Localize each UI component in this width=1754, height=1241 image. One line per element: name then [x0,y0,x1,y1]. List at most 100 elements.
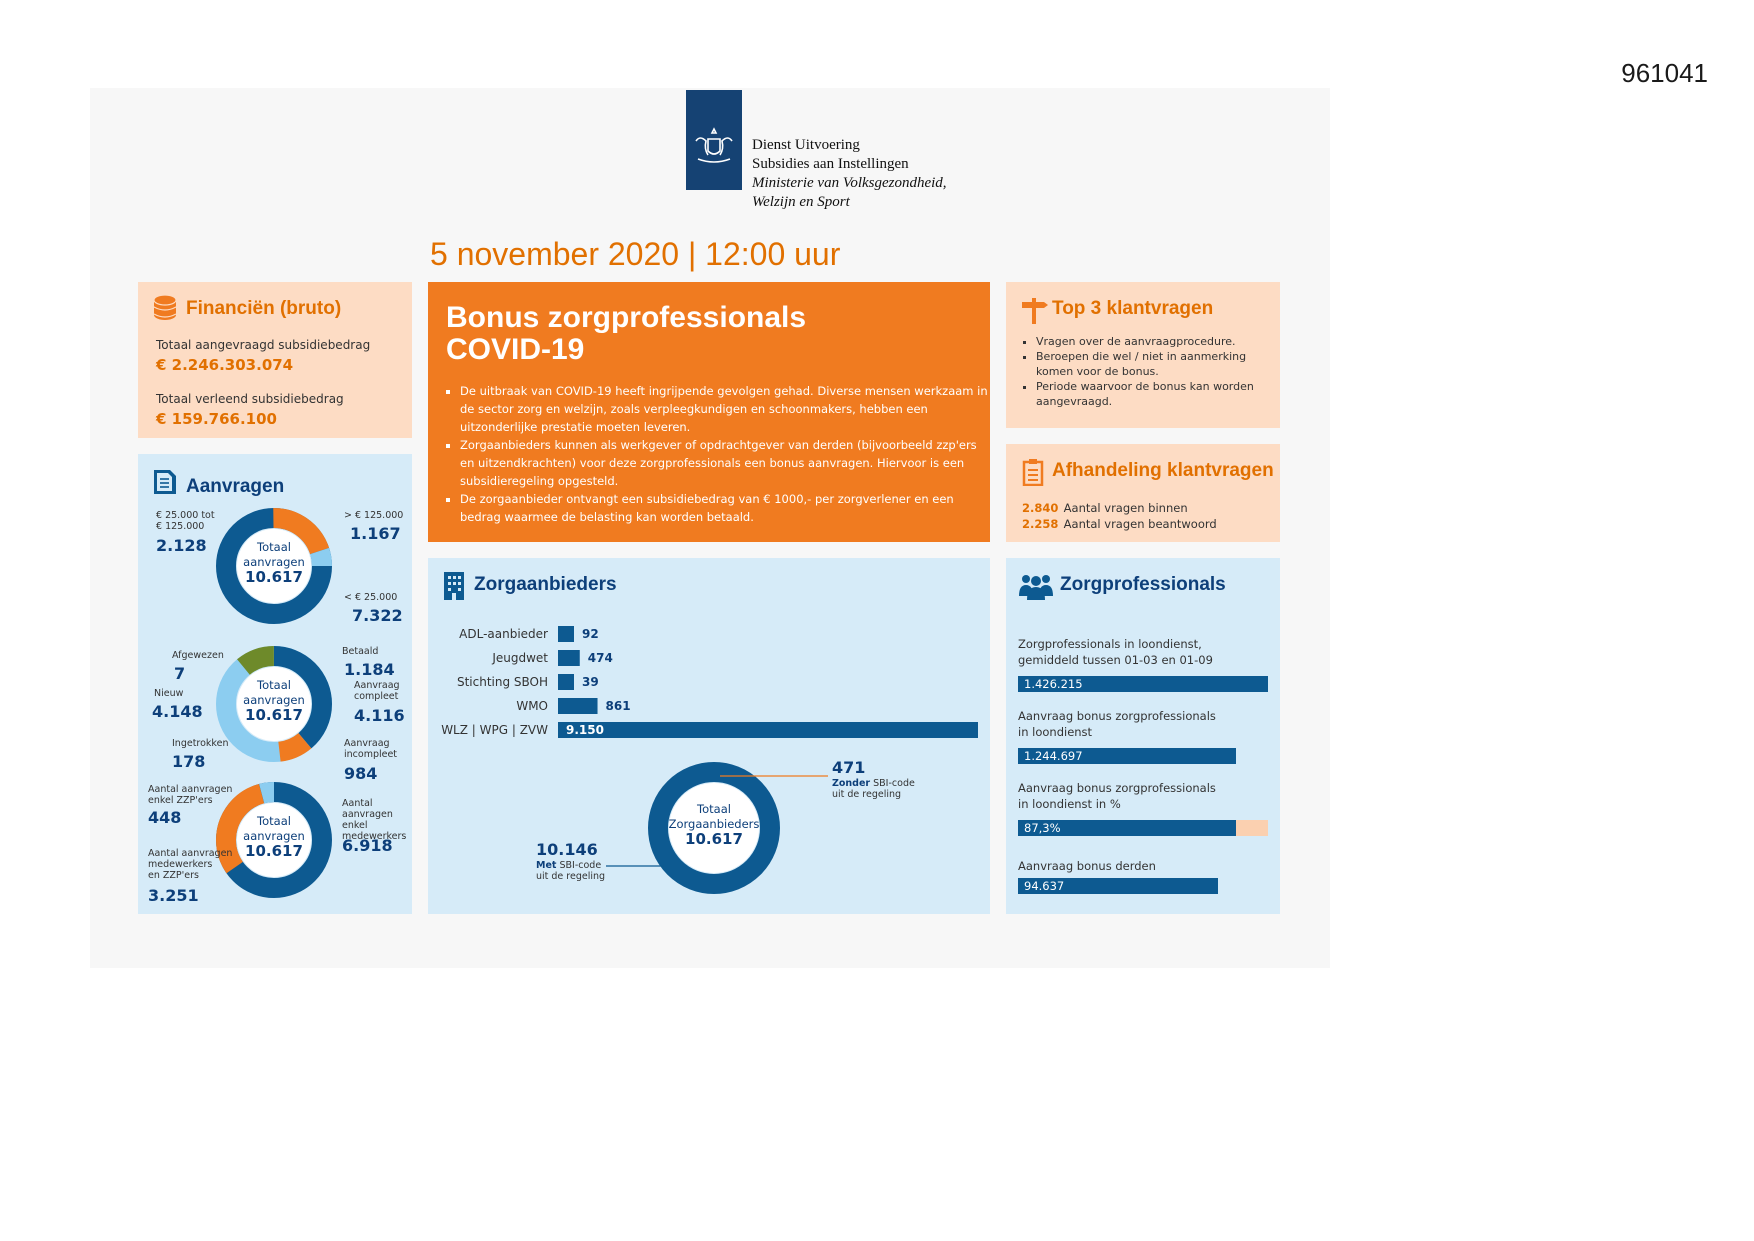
document-icon [154,470,176,494]
zp-label: in loondienst in % [1018,797,1121,811]
bonus-bullet: Zorgaanbieders kunnen als werkgever of o… [460,436,990,490]
requested-value: € 2.246.303.074 [156,356,294,374]
bar-category-label: Stichting SBOH [457,675,548,689]
org-name-line1: Dienst Uitvoering [752,137,860,153]
clipboard-icon [1022,459,1044,486]
ministry-line1: Ministerie van Volksgezondheid, [752,175,947,191]
zp-label: Aanvraag bonus derden [1018,859,1156,873]
top3-list: Vragen over de aanvraagprocedure. Beroep… [1022,334,1276,409]
afhandeling-panel: Afhandeling klantvragen 2.840 Aantal vra… [1006,444,1280,542]
donut-type [216,782,332,898]
value-incompleet: 984 [344,764,378,783]
value-mw: 6.918 [342,836,393,855]
value-both: 3.251 [148,886,199,905]
met-bold: Met [536,860,557,871]
label-mw-a: Aantal [342,798,373,809]
requested-label: Totaal aangevraagd subsidiebedrag [156,338,371,352]
met-line2: uit de regeling [536,871,606,882]
afhandeling-value: 2.258 [1022,517,1059,531]
bar-category-label: WLZ | WPG | ZVW [441,723,548,737]
bar [558,698,598,714]
label-low: < € 25.000 [344,592,398,603]
bar-value-label: 92 [582,627,599,641]
signpost-icon [1022,298,1048,324]
zorgaanbieders-bar-chart: ADL-aanbieder 92 Jeugdwet 474 Stichting SBOH… [441,626,978,738]
top3-item: Vragen over de aanvraagprocedure. [1036,334,1276,349]
label-mid-a: € 25.000 tot [156,510,215,521]
bonus-bullet: De zorgaanbieder ontvangt een subsidiebe… [460,490,990,526]
value-nieuw: 4.148 [152,702,203,721]
top3-panel: Top 3 klantvragen Vragen over de aanvraa… [1006,282,1280,428]
donut-zorgaanbieders [648,762,780,894]
label-mw-c: medewerkers [342,831,407,842]
donut-segment-both [216,782,332,898]
financien-panel: Financiën (bruto) Totaal aangevraagd sub… [138,282,412,438]
label-incompleet-a: Aanvraag [344,738,390,749]
value-mid: 2.128 [156,536,207,555]
bonus-bullets: De uitbraak van COVID-19 heeft ingrijpen… [446,382,990,526]
bar-category-label: Jeugdwet [491,651,548,665]
donut-segment-zzp [216,782,332,898]
bar [558,674,574,690]
zonder-bold: Zonder [832,778,871,789]
label-betaald: Betaald [342,646,379,657]
label-both-a: Aantal aanvragen [148,848,233,859]
top3-item: Periode waarvoor de bonus kan worden aan… [1036,379,1276,409]
bar [558,650,580,666]
donut-center-line2: aanvragen [243,829,305,843]
zp-bar: 87,3% [1018,820,1236,836]
document-id: 961041 [1621,58,1708,88]
zorgprofessionals-panel: Zorgprofessionals Zorgprofessionals in l… [1006,558,1280,914]
label-ingetrokken: Ingetrokken [172,738,229,749]
afhandeling-label: Aantal vragen beantwoord [1063,517,1217,531]
donut-center-value: 10.617 [245,568,303,586]
donut-center-value: 10.617 [685,830,743,848]
value-zzp: 448 [148,808,182,827]
bar-value-label: 474 [588,651,613,665]
label-mid-b: € 125.000 [156,521,205,532]
bar [558,722,978,738]
coat-of-arms-icon [695,127,733,163]
top3-title: Top 3 klantvragen [1052,298,1214,319]
zp-bar: 94.637 [1018,878,1218,894]
zp-label: Aanvraag bonus zorgprofessionals [1018,709,1216,723]
bonus-bullet: De uitbraak van COVID-19 heeft ingrijpen… [460,382,990,436]
donut-center-line2: Zorgaanbieders [668,817,760,831]
donut-amounts [216,508,332,624]
coins-icon [153,294,177,320]
value-compleet: 4.116 [354,706,405,725]
aanvragen-panel: Aanvragen Totaal aanvragen 10.617 € 25.0… [138,454,412,914]
donut-center-line1: Totaal [697,802,731,816]
label-zzp-b: enkel ZZP'ers [148,795,213,806]
donut-segment-mid [216,508,332,624]
bar [558,626,574,642]
afhandeling-title: Afhandeling klantvragen [1052,460,1274,481]
donut-segment-compleet [216,646,332,762]
afhandeling-row: 2.258 Aantal vragen beantwoord [1022,516,1217,532]
value-betaald: 1.184 [344,660,395,679]
met-rest: SBI-code [556,860,602,871]
label-compleet-b: compleet [354,691,399,702]
granted-value: € 159.766.100 [156,410,277,428]
ministry-line2: Welzijn en Sport [752,194,850,210]
bonus-title-line2: COVID-19 [446,333,585,366]
label-nieuw: Nieuw [154,688,184,699]
zp-bar: 1.426.215 [1018,676,1268,692]
label-both-b: medewerkers [148,859,213,870]
donut-center-line1: Totaal [257,678,291,692]
zorgprofessionals-title: Zorgprofessionals [1060,574,1226,595]
logo-ribbon [686,90,742,190]
value-ingetrokken: 178 [172,752,206,771]
donut-center-line1: Totaal [257,540,291,554]
bonus-panel: Bonus zorgprofessionals COVID-19 De uitb… [428,282,990,542]
bar-value-label: 39 [582,675,599,689]
donut-center-line2: aanvragen [243,693,305,707]
donut-status [216,646,332,762]
bar-value-label: 9.150 [566,723,604,737]
donut-center-line2: aanvragen [243,555,305,569]
report-date: 5 november 2020 | 12:00 uur [430,236,841,272]
afhandeling-label: Aantal vragen binnen [1063,501,1188,515]
label-compleet-a: Aanvraag [354,680,400,691]
donut-leader-lines [606,775,828,867]
building-icon [444,572,464,600]
